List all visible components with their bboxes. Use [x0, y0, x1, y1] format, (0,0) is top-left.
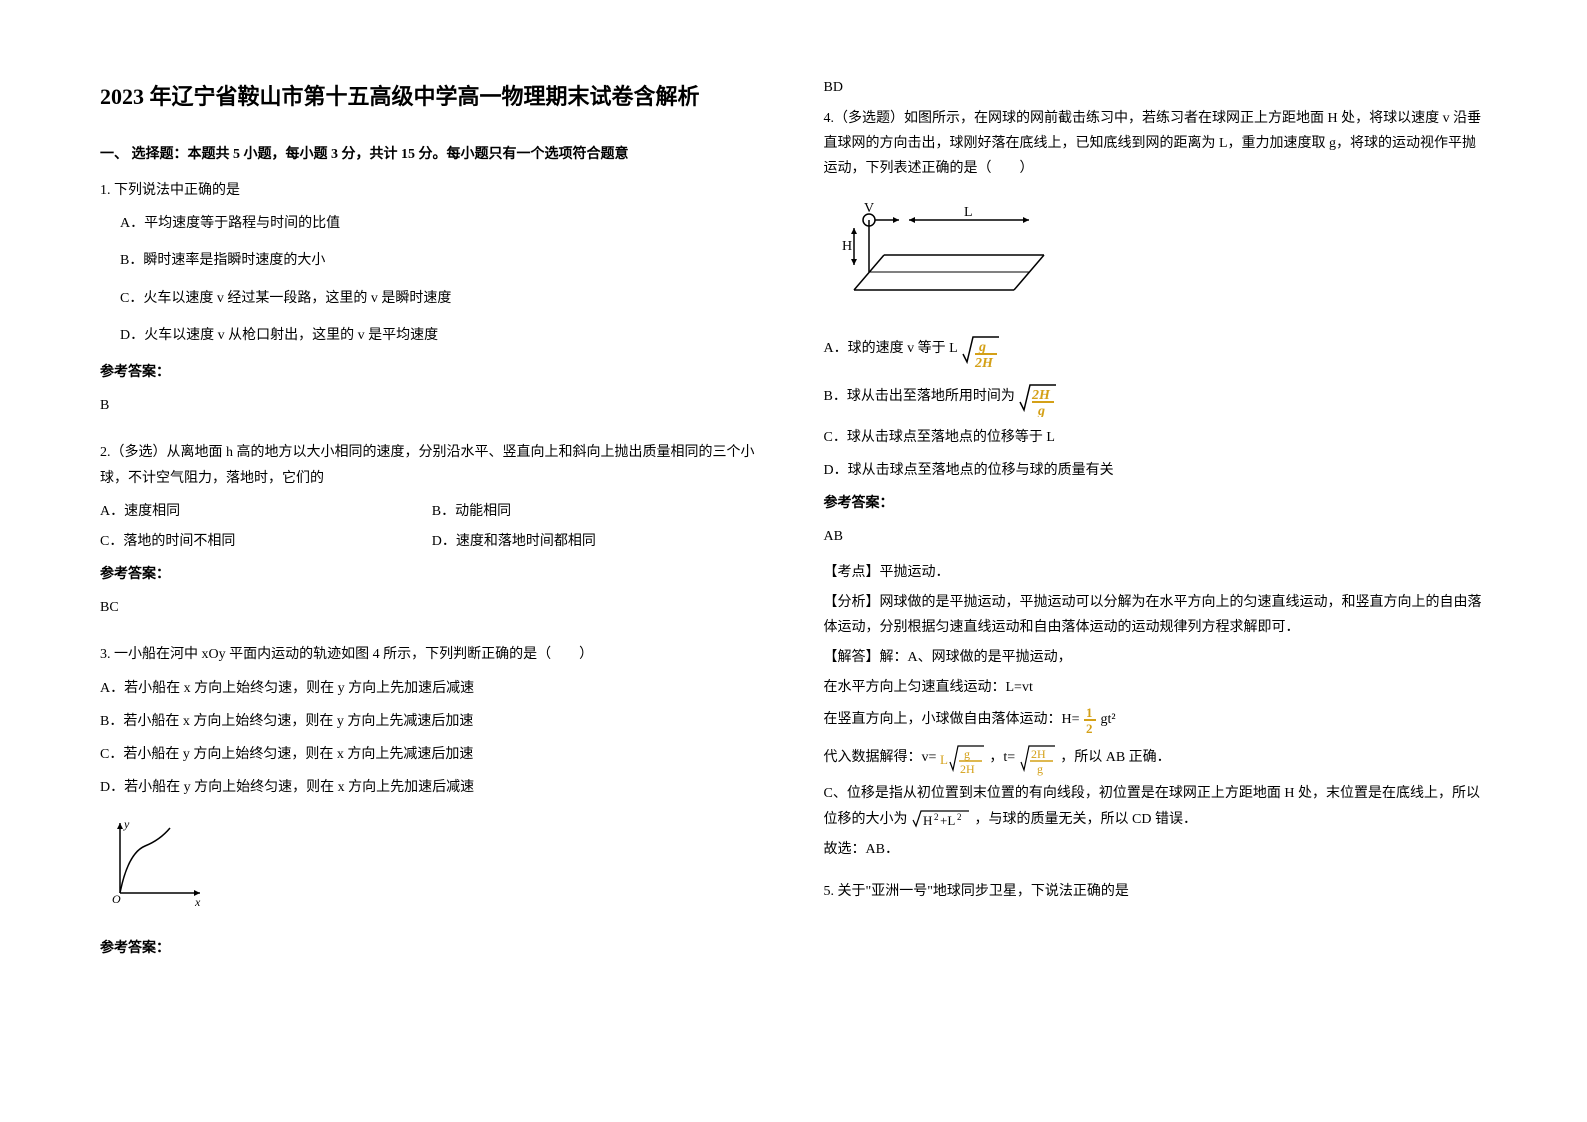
q1-text: 1. 下列说法中正确的是 [100, 178, 764, 203]
q2-answer: BC [100, 595, 764, 620]
q4-option-c: C．球从击球点至落地点的位移等于 L [824, 425, 1488, 450]
q2-option-c: C．落地的时间不相同 [100, 529, 432, 554]
q3-trajectory-graph: O x y [110, 818, 210, 908]
formula-v-result: L g 2H [940, 740, 986, 776]
q2-answer-label: 参考答案： [100, 562, 764, 587]
q4-optb-prefix: B．球从击出至落地所用时间为 [824, 389, 1015, 404]
question-3: 3. 一小船在河中 xOy 平面内运动的轨迹如图 4 所示，下列判断正确的是（ … [100, 642, 764, 968]
formula-half: 1 2 [1083, 705, 1097, 735]
q1-answer-label: 参考答案： [100, 360, 764, 385]
q2-option-a: A．速度相同 [100, 499, 432, 524]
section-header: 一、 选择题：本题共 5 小题，每小题 3 分，共计 15 分。每小题只有一个选… [100, 143, 764, 163]
q4-method: 【分析】网球做的是平抛运动，平抛运动可以分解为在水平方向上的匀速直线运动，和竖直… [824, 590, 1488, 640]
l-label: L [964, 205, 973, 220]
question-5: 5. 关于"亚洲一号"地球同步卫星，下说法正确的是 [824, 879, 1488, 912]
q4-answer: AB [824, 524, 1488, 549]
q3-option-c: C．若小船在 y 方向上始终匀速，则在 x 方向上先减速后加速 [100, 742, 764, 767]
q1-answer: B [100, 393, 764, 418]
question-2: 2.（多选）从离地面 h 高的地方以大小相同的速度，分别沿水平、竖直向上和斜向上… [100, 440, 764, 630]
q4-solve1: 【解答】解：A、网球做的是平抛运动， [824, 645, 1488, 670]
q3-option-b: B．若小船在 x 方向上始终匀速，则在 y 方向上先减速后加速 [100, 709, 764, 734]
svg-text:1: 1 [1086, 705, 1093, 720]
q1-option-d: D．火车以速度 v 从枪口射出，这里的 v 是平均速度 [120, 323, 764, 348]
formula-t-result: 2H g [1019, 740, 1057, 776]
q4-option-d: D．球从击球点至落地点的位移与球的质量有关 [824, 458, 1488, 483]
q3-answer-label: 参考答案： [100, 936, 764, 961]
svg-text:g: g [964, 747, 970, 761]
q4-option-b: B．球从击出至落地所用时间为 2H g [824, 377, 1488, 417]
svg-text:+L: +L [940, 813, 955, 828]
q1-option-a: A．平均速度等于路程与时间的比值 [120, 211, 764, 236]
q4-conclusion: 故选：AB． [824, 837, 1488, 862]
svg-text:2: 2 [1086, 721, 1093, 735]
svg-text:g: g [978, 340, 986, 355]
q2-text: 2.（多选）从离地面 h 高的地方以大小相同的速度，分别沿水平、竖直向上和斜向上… [100, 440, 764, 490]
q4-opta-prefix: A．球的速度 v 等于 L [824, 341, 958, 356]
q3-option-a: A．若小船在 x 方向上始终匀速，则在 y 方向上先加速后减速 [100, 676, 764, 701]
q4-solve4-prefix: 代入数据解得：v= [824, 751, 937, 766]
q4-solve4: 代入数据解得：v= L g 2H ，t= 2H g ，所以 AB 正确． [824, 740, 1488, 776]
svg-text:2: 2 [934, 812, 939, 822]
q4-solve5: C、位移是指从初位置到末位置的有向线段，初位置是在球网正上方距地面 H 处，末位… [824, 781, 1488, 831]
svg-text:2H: 2H [960, 762, 975, 776]
origin-label: O [112, 892, 121, 906]
q3-text: 3. 一小船在河中 xOy 平面内运动的轨迹如图 4 所示，下列判断正确的是（ … [100, 642, 764, 667]
svg-text:H: H [923, 813, 932, 828]
x-axis-label: x [194, 895, 201, 908]
q4-solve5-suffix: ，与球的质量无关，所以 CD 错误． [975, 812, 1197, 827]
q4-solve3-suffix: gt² [1101, 713, 1116, 728]
q4-answer-label: 参考答案： [824, 491, 1488, 516]
formula-displacement: H 2 +L 2 [911, 808, 971, 830]
q3-answer: BD [824, 80, 1488, 96]
q4-point: 【考点】平抛运动． [824, 560, 1488, 585]
q4-solve4-mid: ，t= [989, 751, 1015, 766]
q4-text: 4.（多选题）如图所示，在网球的网前截击练习中，若练习者在球网正上方距地面 H … [824, 106, 1488, 182]
q4-solve2: 在水平方向上匀速直线运动：L=vt [824, 675, 1488, 700]
q4-solve4-suffix: ，所以 AB 正确． [1060, 751, 1170, 766]
q2-options-row2: C．落地的时间不相同 D．速度和落地时间都相同 [100, 529, 764, 554]
q1-option-b: B．瞬时速率是指瞬时速度的大小 [120, 248, 764, 273]
svg-text:2H: 2H [1031, 388, 1051, 403]
left-column: 2023 年辽宁省鞍山市第十五高级中学高一物理期末试卷含解析 一、 选择题：本题… [100, 80, 764, 1042]
q5-text: 5. 关于"亚洲一号"地球同步卫星，下说法正确的是 [824, 879, 1488, 904]
q4-option-a: A．球的速度 v 等于 L g 2H [824, 329, 1488, 369]
svg-text:2H: 2H [974, 356, 994, 369]
formula-sqrt-g-2h: g 2H [961, 329, 1001, 369]
q4-solve3: 在竖直方向上，小球做自由落体运动：H= 1 2 gt² [824, 705, 1488, 735]
q1-option-c: C．火车以速度 v 经过某一段路，这里的 v 是瞬时速度 [120, 286, 764, 311]
q2-option-d: D．速度和落地时间都相同 [432, 529, 764, 554]
q3-option-d: D．若小船在 y 方向上始终匀速，则在 x 方向上先加速后减速 [100, 775, 764, 800]
svg-text:g: g [1037, 404, 1045, 417]
exam-title: 2023 年辽宁省鞍山市第十五高级中学高一物理期末试卷含解析 [100, 80, 764, 113]
q4-solve3-prefix: 在竖直方向上，小球做自由落体运动：H= [824, 713, 1080, 728]
svg-text:2H: 2H [1031, 747, 1046, 761]
q2-option-b: B．动能相同 [432, 499, 764, 524]
formula-sqrt-2h-g: 2H g [1018, 377, 1058, 417]
v-label: V [864, 201, 874, 216]
question-4: 4.（多选题）如图所示，在网球的网前截击练习中，若练习者在球网正上方距地面 H … [824, 106, 1488, 867]
svg-text:g: g [1037, 762, 1043, 776]
right-column: BD 4.（多选题）如图所示，在网球的网前截击练习中，若练习者在球网正上方距地面… [824, 80, 1488, 1042]
q4-tennis-diagram: V H L [834, 200, 1054, 310]
y-axis-label: y [123, 818, 130, 831]
svg-text:L: L [940, 752, 948, 767]
h-label: H [842, 239, 852, 254]
question-1: 1. 下列说法中正确的是 A．平均速度等于路程与时间的比值 B．瞬时速率是指瞬时… [100, 178, 764, 428]
q2-options-row1: A．速度相同 B．动能相同 [100, 499, 764, 524]
svg-text:2: 2 [957, 812, 962, 822]
